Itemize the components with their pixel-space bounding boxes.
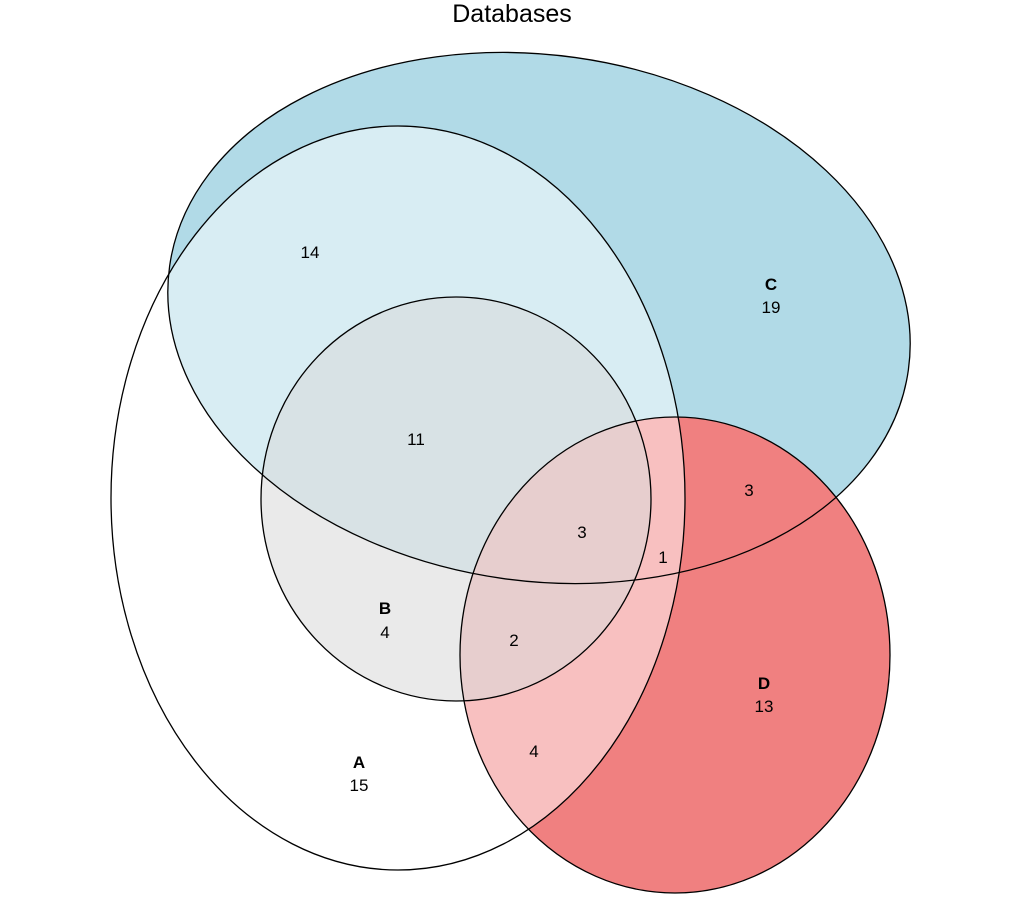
set-c-count: 19 <box>762 298 781 317</box>
set-c-outline <box>167 51 911 585</box>
set-a-count: 15 <box>350 776 369 795</box>
region-a-b-c-count: 11 <box>407 430 425 449</box>
region-a-b-c-d-count: 3 <box>577 523 586 542</box>
region-c-d-count: 3 <box>744 481 753 500</box>
set-c-name: C <box>765 275 777 294</box>
set-fills <box>111 52 911 893</box>
set-outlines <box>110 51 911 894</box>
set-b-ellipse-fill <box>261 297 651 701</box>
set-a-outline <box>110 125 686 871</box>
region-a-c-count: 14 <box>301 243 320 262</box>
set-d-count: 13 <box>755 697 774 716</box>
set-d-name: D <box>758 674 770 693</box>
diagram-title: Databases <box>452 0 572 28</box>
region-a-c-d-count: 1 <box>658 548 667 567</box>
set-a-name: A <box>353 753 365 772</box>
region-a-b-d-count: 2 <box>509 631 518 650</box>
region-a-d-count: 4 <box>529 742 538 761</box>
set-d-outline <box>459 416 891 894</box>
set-b-name: B <box>379 599 391 618</box>
set-b-count: 4 <box>380 623 389 642</box>
set-b-outline <box>260 296 652 702</box>
